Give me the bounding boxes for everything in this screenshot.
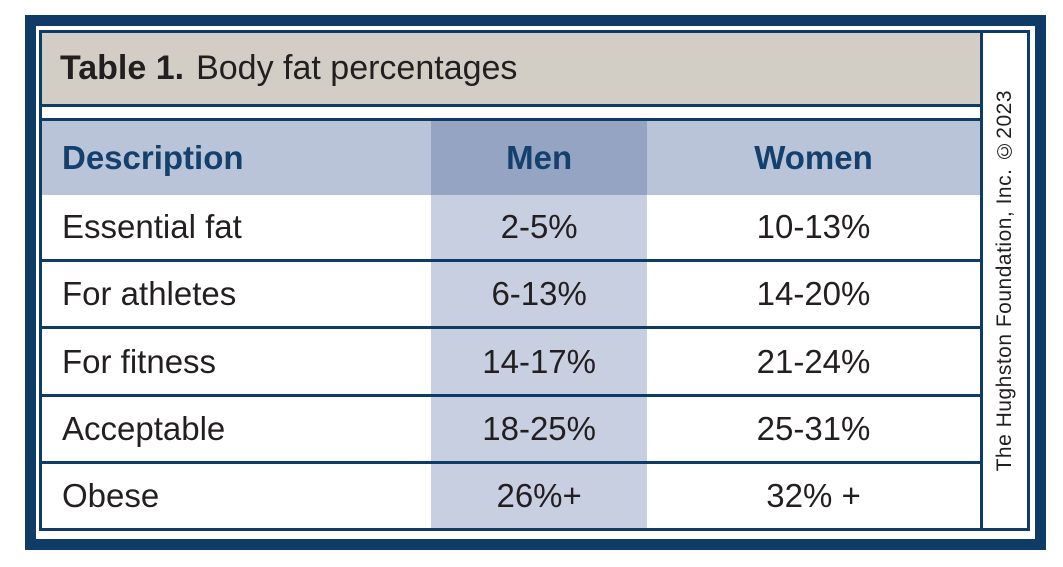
table-row: For fitness 14-17% 21-24% bbox=[42, 326, 980, 394]
table-panel: Table 1. Body fat percentages Descriptio… bbox=[42, 33, 980, 529]
row-description: Acceptable bbox=[62, 409, 226, 447]
title-table-gap bbox=[42, 107, 980, 118]
row-men-value: 14-17% bbox=[431, 329, 647, 394]
outer-frame: Table 1. Body fat percentages Descriptio… bbox=[25, 15, 1046, 550]
header-description: Description bbox=[62, 139, 244, 176]
row-description: For fitness bbox=[62, 342, 217, 380]
row-women-value: 21-24% bbox=[756, 342, 871, 380]
header-women: Women bbox=[754, 139, 873, 176]
row-women-value: 25-31% bbox=[756, 409, 871, 447]
row-men-value: 2-5% bbox=[431, 195, 647, 260]
table-row: For athletes 6-13% 14-20% bbox=[42, 259, 980, 327]
row-women-value: 32% + bbox=[766, 476, 861, 514]
header-row: Description Men Women bbox=[42, 121, 980, 195]
credit-strip: The Hughston Foundation, Inc. ©2023 bbox=[980, 33, 1027, 528]
row-description: For athletes bbox=[62, 275, 237, 313]
row-description: Essential fat bbox=[62, 208, 242, 246]
table-row: Obese 26%+ 32% + bbox=[42, 460, 980, 529]
table-row: Essential fat 2-5% 10-13% bbox=[42, 195, 980, 260]
row-description: Obese bbox=[62, 476, 160, 514]
body-fat-table: Description Men Women Essential fat 2-5%… bbox=[42, 118, 980, 529]
row-men-value: 18-25% bbox=[431, 396, 647, 461]
row-women-value: 10-13% bbox=[756, 208, 871, 246]
row-men-value: 6-13% bbox=[431, 262, 647, 327]
title-bar: Table 1. Body fat percentages bbox=[42, 33, 980, 107]
table-number-label: Table 1. bbox=[60, 49, 185, 87]
copyright-credit: The Hughston Foundation, Inc. ©2023 bbox=[993, 89, 1016, 472]
row-men-value: 26%+ bbox=[431, 463, 647, 529]
row-women-value: 14-20% bbox=[756, 275, 871, 313]
inner-border: Table 1. Body fat percentages Descriptio… bbox=[39, 30, 1030, 531]
table-row: Acceptable 18-25% 25-31% bbox=[42, 393, 980, 461]
header-men: Men bbox=[431, 121, 647, 195]
table-title: Body fat percentages bbox=[196, 49, 518, 87]
